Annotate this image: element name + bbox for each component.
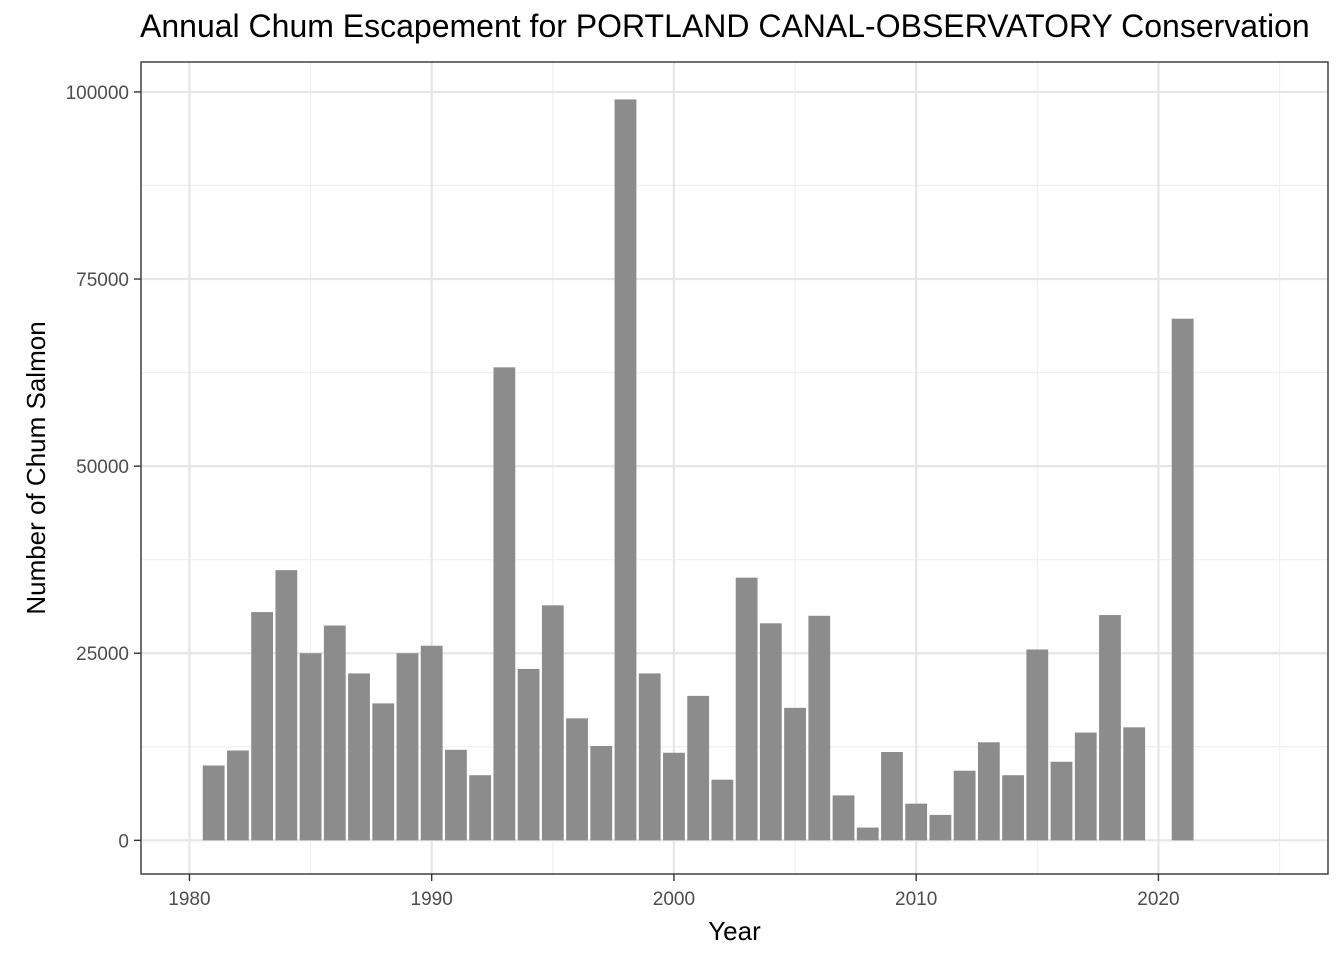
bar-1996 xyxy=(566,718,588,841)
bar-2015 xyxy=(1026,649,1049,841)
bar-1989 xyxy=(396,653,419,841)
bar-1992 xyxy=(469,775,492,841)
bar-2017 xyxy=(1074,732,1097,841)
bar-1991 xyxy=(445,749,467,841)
y-tick-label: 75000 xyxy=(76,270,129,291)
y-axis-title: Number of Chum Salmon xyxy=(21,321,51,614)
x-tick-label: 1980 xyxy=(168,889,210,910)
bar-2011 xyxy=(929,814,952,841)
bar-1982 xyxy=(226,750,249,841)
bar-2006 xyxy=(808,615,831,841)
bar-1997 xyxy=(590,746,613,841)
y-axis: 0 25000 50000 75000 100000 xyxy=(66,83,141,852)
bar-1985 xyxy=(299,653,322,841)
bar-2018 xyxy=(1099,615,1121,841)
bar-1995 xyxy=(541,605,564,841)
x-axis: 1980 1990 2000 2010 2020 xyxy=(168,874,1180,910)
bar-2014 xyxy=(1002,775,1024,841)
bar-2008 xyxy=(856,827,879,841)
y-tick-label: 25000 xyxy=(76,644,129,665)
bar-1994 xyxy=(517,668,540,841)
y-tick-label: 0 xyxy=(118,831,129,852)
y-tick-label: 50000 xyxy=(76,457,129,478)
bar-2012 xyxy=(953,770,976,841)
bar-2003 xyxy=(735,577,758,841)
bar-1990 xyxy=(420,645,443,841)
x-tick-label: 2000 xyxy=(653,889,695,910)
bar-1981 xyxy=(202,765,225,841)
chart-title: Annual Chum Escapement for PORTLAND CANA… xyxy=(140,8,1310,44)
bar-2016 xyxy=(1050,761,1073,841)
bar-2004 xyxy=(759,623,782,841)
bar-2021 xyxy=(1171,318,1194,841)
bar-1986 xyxy=(323,625,346,841)
x-tick-label: 1990 xyxy=(411,889,453,910)
bar-2009 xyxy=(881,752,903,841)
bar-2002 xyxy=(711,779,734,841)
bar-2000 xyxy=(663,752,685,841)
plot-panel-border xyxy=(140,61,1329,875)
bar-1987 xyxy=(348,673,370,841)
bar-1983 xyxy=(251,612,274,841)
bar-1984 xyxy=(275,570,298,841)
bars xyxy=(202,99,1194,841)
bar-2010 xyxy=(905,803,928,841)
x-tick-label: 2020 xyxy=(1137,889,1179,910)
bar-1988 xyxy=(372,703,395,841)
bar-2001 xyxy=(687,695,710,841)
bar-2019 xyxy=(1123,727,1146,841)
bar-2013 xyxy=(977,742,1000,841)
bar-1993 xyxy=(493,367,516,841)
x-tick-label: 2010 xyxy=(895,889,937,910)
bar-1999 xyxy=(638,673,661,841)
bar-2005 xyxy=(784,707,806,841)
x-axis-title: Year xyxy=(708,916,761,946)
y-tick-label: 100000 xyxy=(66,83,129,104)
bar-1998 xyxy=(614,99,637,841)
bar-2007 xyxy=(832,795,855,841)
